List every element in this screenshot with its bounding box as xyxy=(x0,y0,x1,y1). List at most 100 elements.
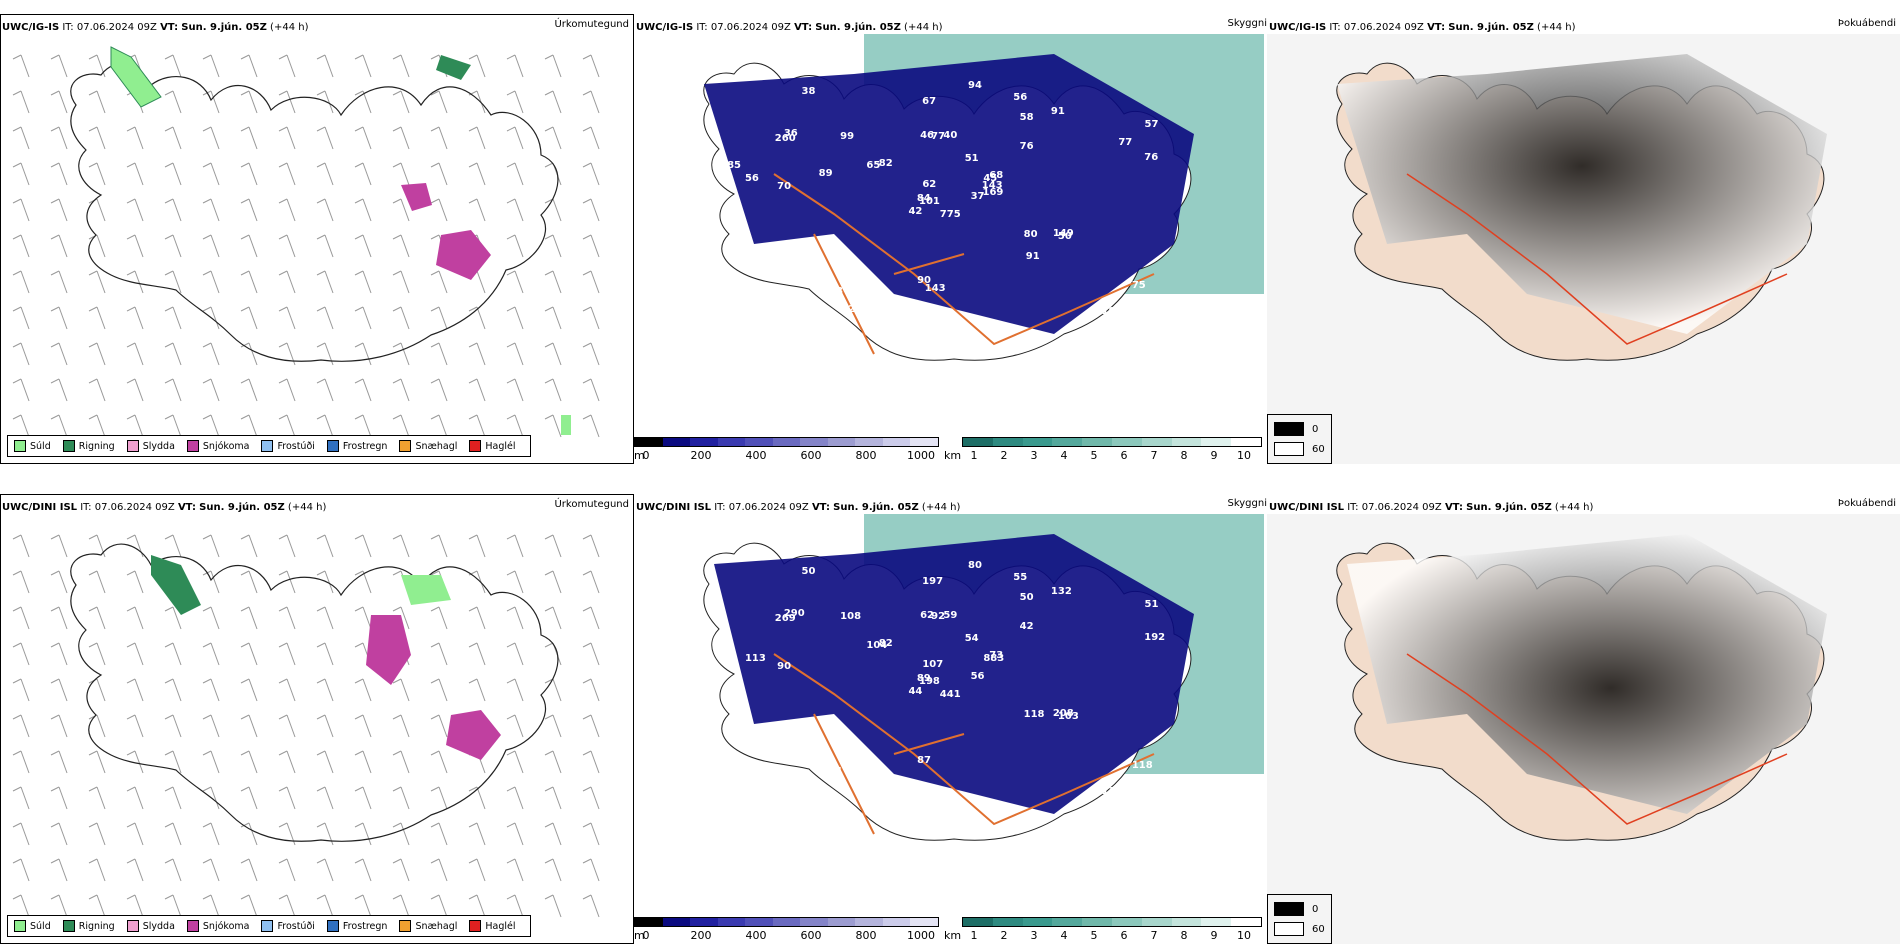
wind-barb xyxy=(134,714,144,738)
wind-barb xyxy=(20,894,30,918)
wind-barb xyxy=(172,750,182,774)
wind-barb xyxy=(400,198,410,222)
colorbar-tick: 800 xyxy=(855,449,877,462)
wind-barb-flag xyxy=(582,162,592,168)
fog-map xyxy=(1267,514,1900,944)
colorbar-step xyxy=(1111,438,1142,446)
wind-barb-flag xyxy=(506,858,516,864)
wind-barb xyxy=(248,198,258,222)
precip-legend-item: Rigning xyxy=(62,920,115,932)
cloud-base-value: 46 xyxy=(920,129,934,141)
wind-barb-flag xyxy=(12,678,22,684)
wind-barb xyxy=(58,822,68,846)
wind-barb xyxy=(134,678,144,702)
wind-barb-flag xyxy=(430,858,440,864)
wind-barb xyxy=(590,270,600,294)
colorbar-tick: 200 xyxy=(690,929,712,942)
wind-barb-flag xyxy=(12,786,22,792)
wind-barb-flag xyxy=(278,198,288,204)
cloud-base-value: 51 xyxy=(1144,599,1159,611)
wind-barb xyxy=(134,414,144,438)
wind-barb xyxy=(20,162,30,186)
wind-barb-flag xyxy=(430,414,440,420)
wind-barb xyxy=(210,54,220,78)
wind-barb-flag xyxy=(88,54,98,60)
wind-barb-flag xyxy=(12,642,22,648)
wind-barb-flag xyxy=(392,414,402,420)
wind-barb-flag xyxy=(392,570,402,576)
wind-barb-flag xyxy=(88,270,98,276)
wind-barb xyxy=(172,678,182,702)
wind-barb-flag xyxy=(278,342,288,348)
colorbar-step xyxy=(1231,438,1261,446)
wind-barb-flag xyxy=(506,54,516,60)
wind-barb-flag xyxy=(240,642,250,648)
precip-panel-top: Úrkomutegund Súld Rigning Slydda Snjókoma Fr… xyxy=(0,14,634,464)
colorbar-step xyxy=(1201,918,1232,926)
vis-colorbar-strip xyxy=(962,437,1262,447)
colorbar-step xyxy=(662,918,691,926)
wind-barb-flag xyxy=(316,126,326,132)
wind-barb-flag xyxy=(50,858,60,864)
wind-barb xyxy=(438,414,448,438)
wind-barb-flag xyxy=(506,894,516,900)
colorbar-tick: 0 xyxy=(642,449,650,462)
colorbar-step xyxy=(882,438,911,446)
cloud-base-value: 89 xyxy=(818,168,833,180)
wind-barb-flag xyxy=(50,606,60,612)
wind-barb xyxy=(134,270,144,294)
wind-barb-flag xyxy=(354,894,364,900)
wind-barb-flag xyxy=(392,378,402,384)
wind-barb xyxy=(210,822,220,846)
wind-barb-flag xyxy=(164,642,174,648)
wind-barb-flag xyxy=(12,378,22,384)
cloud-title: Skyggni xyxy=(1227,498,1267,509)
wind-barb xyxy=(362,414,372,438)
cloud-base-value: 118 xyxy=(1023,709,1045,721)
wind-barb xyxy=(400,534,410,558)
fog-area xyxy=(1337,54,1827,334)
wind-barb xyxy=(286,606,296,630)
wind-barb-flag xyxy=(354,342,364,348)
rain-area xyxy=(436,55,471,80)
wind-barb xyxy=(324,342,334,366)
wind-barb xyxy=(324,750,334,774)
precip-legend-item: Frostregn xyxy=(326,920,387,932)
wind-barb xyxy=(590,750,600,774)
wind-barb xyxy=(20,90,30,114)
height-unit: m xyxy=(634,449,645,462)
wind-barb-flag xyxy=(544,90,554,96)
wind-barb xyxy=(400,90,410,114)
wind-barb-flag xyxy=(392,606,402,612)
cloud-base-value: 83 xyxy=(842,737,857,749)
wind-barb-flag xyxy=(164,162,174,168)
wind-barb xyxy=(20,714,30,738)
wind-barb-flag xyxy=(12,858,22,864)
wind-barb xyxy=(210,678,220,702)
wind-barb xyxy=(210,90,220,114)
wind-barb-flag xyxy=(202,642,212,648)
vis-colorbar-strip xyxy=(962,917,1262,927)
wind-barb xyxy=(590,126,600,150)
cloud-base-value: 51 xyxy=(964,153,979,165)
wind-barb xyxy=(248,162,258,186)
wind-barb-flag xyxy=(468,822,478,828)
cloud-base-value: 198 xyxy=(919,675,940,687)
wind-barb-flag xyxy=(12,90,22,96)
cloud-base-value: 76 xyxy=(1144,151,1159,163)
wind-barb-flag xyxy=(544,414,554,420)
wind-barb xyxy=(476,534,486,558)
wind-barb-flag xyxy=(354,858,364,864)
header-bottom-2: UWC/DINI ISL IT: 07.06.2024 09Z VT: Sun.… xyxy=(636,502,961,513)
wind-barb-flag xyxy=(506,90,516,96)
wind-barb-flag xyxy=(240,54,250,60)
cloud-base-value: 84 xyxy=(916,192,931,204)
cloud-base-value: 197 xyxy=(922,575,944,587)
wind-barb xyxy=(514,822,524,846)
header-bottom-1: UWC/DINI ISL IT: 07.06.2024 09Z VT: Sun.… xyxy=(2,502,327,513)
rain-area xyxy=(110,46,162,108)
wind-barb-flag xyxy=(202,894,212,900)
wind-barb-flag xyxy=(544,606,554,612)
wind-barb xyxy=(134,198,144,222)
wind-barb xyxy=(210,534,220,558)
